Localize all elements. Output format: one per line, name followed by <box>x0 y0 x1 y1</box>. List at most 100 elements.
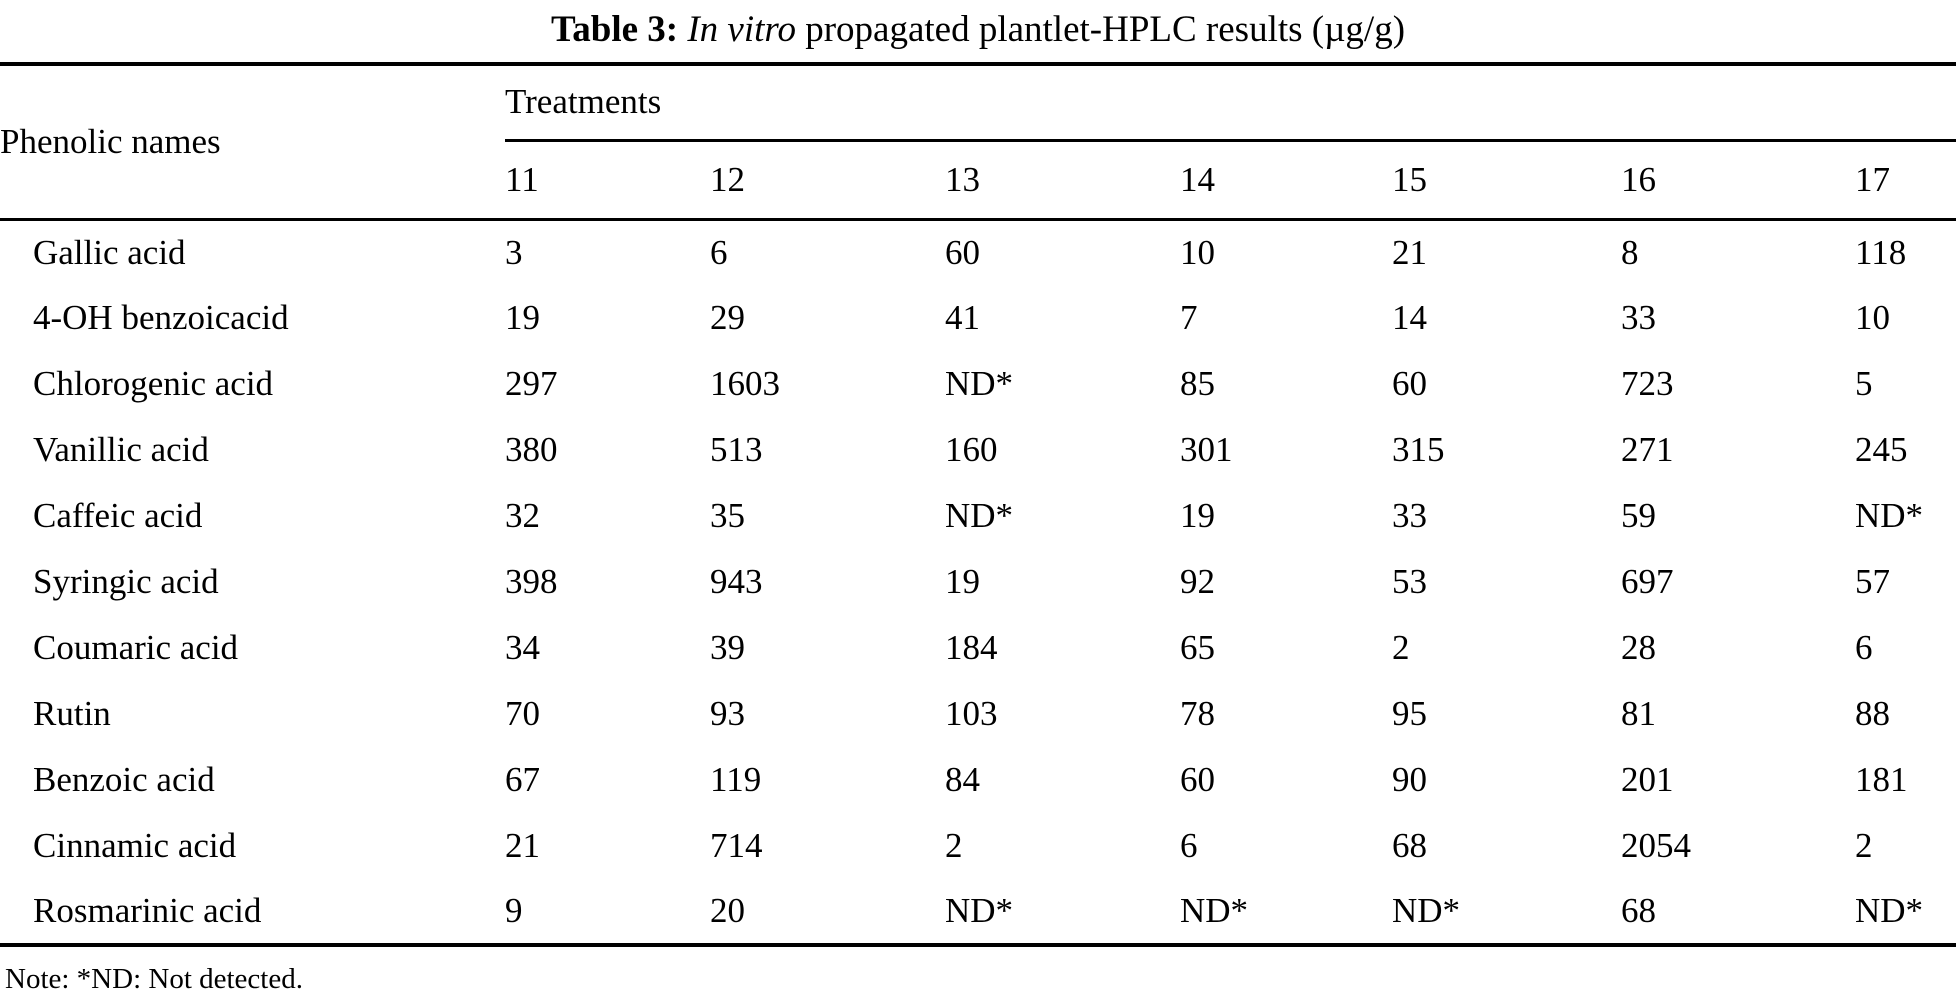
table-cell: 5 <box>1855 364 1873 403</box>
table-row: Coumaric acid 34 39 184 65 2 28 6 <box>0 615 1956 681</box>
table-cell: ND* <box>945 496 1014 535</box>
row-label: Rutin <box>33 694 111 733</box>
table-cell: 28 <box>1621 628 1656 667</box>
table-cell: 93 <box>710 694 745 733</box>
table-cell: 19 <box>505 298 540 337</box>
table-cell: 81 <box>1621 694 1656 733</box>
table-row: Gallic acid 3 6 60 10 21 8 118 <box>0 219 1956 285</box>
row-label: Syringic acid <box>33 562 219 601</box>
column-header-phenolic-names: Phenolic names <box>0 64 505 221</box>
table-cell: 67 <box>505 760 540 799</box>
table-cell: 19 <box>945 562 980 601</box>
table-cell: ND* <box>945 891 1014 930</box>
header-row-group: Phenolic names Treatments <box>0 64 1956 221</box>
table-cell: 103 <box>945 694 998 733</box>
table-cell: 19 <box>1180 496 1215 535</box>
table-cell: 68 <box>1392 826 1427 865</box>
table-cell: 315 <box>1392 430 1445 469</box>
table-cell: 7 <box>1180 298 1198 337</box>
row-label: Gallic acid <box>33 232 186 272</box>
hplc-results-table: Phenolic names Treatments 11 12 13 14 15… <box>0 62 1956 947</box>
table-cell: 2 <box>945 826 963 865</box>
table-row: Rosmarinic acid 9 20 ND* ND* ND* 68 ND* <box>0 879 1956 945</box>
table-cell: 65 <box>1180 628 1215 667</box>
table-cell: 34 <box>505 628 540 667</box>
table-cell: 184 <box>945 628 998 667</box>
row-label: Vanillic acid <box>33 430 209 469</box>
row-label: 4-OH benzoicacid <box>33 298 289 337</box>
table-cell: 6 <box>1855 628 1873 667</box>
table-row: Chlorogenic acid 297 1603 ND* 85 60 723 … <box>0 351 1956 417</box>
table-cell: 35 <box>710 496 745 535</box>
table-title-rest: propagated plantlet-HPLC results (µg/g) <box>805 9 1406 50</box>
row-label: Caffeic acid <box>33 496 203 535</box>
table-title: Table 3: In vitro propagated plantlet-HP… <box>0 6 1956 54</box>
table-cell: 33 <box>1621 298 1656 337</box>
table-cell: 39 <box>710 628 745 667</box>
row-label: Cinnamic acid <box>33 826 237 865</box>
table-cell: 90 <box>1392 760 1427 799</box>
table-cell: 160 <box>945 430 998 469</box>
table-cell: 78 <box>1180 694 1215 733</box>
table-cell: 57 <box>1855 562 1890 601</box>
table-cell: 181 <box>1855 760 1908 799</box>
table-cell: 714 <box>710 826 763 865</box>
table-cell: 943 <box>710 562 763 601</box>
table-cell: 6 <box>1180 826 1198 865</box>
treatment-column-header-11: 11 <box>505 140 710 221</box>
column-group-header-treatments: Treatments <box>505 64 1956 142</box>
table-cell: 201 <box>1621 760 1674 799</box>
row-label: Benzoic acid <box>33 760 215 799</box>
table-cell: 513 <box>710 430 763 469</box>
table-cell: 60 <box>1392 364 1427 403</box>
table-row: Rutin 70 93 103 78 95 81 88 <box>0 681 1956 747</box>
table-cell: 2054 <box>1621 826 1691 865</box>
table-cell: 53 <box>1392 562 1427 601</box>
treatment-column-header-14: 14 <box>1180 140 1392 221</box>
table-cell: 1603 <box>710 364 780 403</box>
table-cell: 697 <box>1621 562 1674 601</box>
table-cell: 9 <box>505 891 523 930</box>
table-cell: 119 <box>710 760 762 799</box>
table-cell: 10 <box>1180 232 1215 272</box>
table-note: Note: *ND: Not detected. <box>5 963 303 995</box>
table-cell: 85 <box>1180 364 1215 403</box>
table-cell: 2 <box>1855 826 1873 865</box>
table-cell: 271 <box>1621 430 1674 469</box>
row-label: Rosmarinic acid <box>33 891 262 930</box>
table-cell: 32 <box>505 496 540 535</box>
table-cell: ND* <box>1180 891 1249 930</box>
treatment-column-header-12: 12 <box>710 140 945 221</box>
table-cell: 2 <box>1392 628 1410 667</box>
table-cell: 70 <box>505 694 540 733</box>
table-cell: 8 <box>1621 232 1639 272</box>
table-cell: ND* <box>1855 891 1924 930</box>
table-row: Caffeic acid 32 35 ND* 19 33 59 ND* <box>0 483 1956 549</box>
treatment-column-header-16: 16 <box>1621 140 1855 221</box>
table-cell: 95 <box>1392 694 1427 733</box>
table-cell: 14 <box>1392 298 1427 337</box>
row-label: Coumaric acid <box>33 628 239 667</box>
table-cell: 84 <box>945 760 980 799</box>
table-cell: 59 <box>1621 496 1656 535</box>
table-cell: 21 <box>1392 232 1427 272</box>
table-row: Syringic acid 398 943 19 92 53 697 57 <box>0 549 1956 615</box>
table-row: Vanillic acid 380 513 160 301 315 271 24… <box>0 417 1956 483</box>
table-row: Benzoic acid 67 119 84 60 90 201 181 <box>0 747 1956 813</box>
table-title-species: In vitro <box>687 9 796 50</box>
table-cell: 60 <box>945 232 980 272</box>
table-cell: 245 <box>1855 430 1908 469</box>
table-cell: 118 <box>1855 232 1907 272</box>
table-row: 4-OH benzoicacid 19 29 41 7 14 33 10 <box>0 285 1956 351</box>
table-cell: 21 <box>505 826 540 865</box>
header-row-treatments: 11 12 13 14 15 16 17 <box>0 140 1956 221</box>
table-row: Cinnamic acid 21 714 2 6 68 2054 2 <box>0 813 1956 879</box>
table-cell: 380 <box>505 430 558 469</box>
treatment-column-header-15: 15 <box>1392 140 1621 221</box>
table-cell: 297 <box>505 364 558 403</box>
table-cell: 20 <box>710 891 745 930</box>
table-title-label: Table 3: <box>550 9 679 50</box>
table-cell: 92 <box>1180 562 1215 601</box>
table-cell: 88 <box>1855 694 1890 733</box>
